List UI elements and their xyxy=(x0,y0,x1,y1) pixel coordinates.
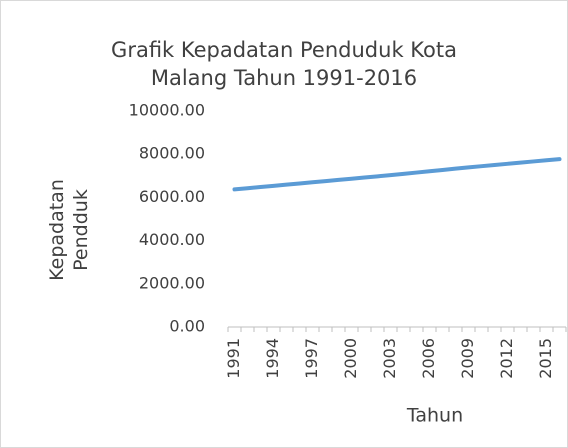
x-tick-label: 2012 xyxy=(497,338,516,379)
y-tick-label: 6000.00 xyxy=(139,187,205,206)
x-tick-label: 2009 xyxy=(458,338,477,379)
y-axis-label: Kepadatan Pendduk xyxy=(46,179,92,281)
y-tick-label: 2000.00 xyxy=(139,273,205,292)
x-tick-label: 1991 xyxy=(224,338,243,379)
y-tick-label: 8000.00 xyxy=(139,144,205,163)
x-axis-label: Tahun xyxy=(406,405,463,427)
x-tick-label: 2015 xyxy=(536,338,555,379)
x-tick-label: 2003 xyxy=(380,338,399,379)
x-tick-label: 1994 xyxy=(263,338,282,379)
chart-title: Grafik Kepadatan Penduduk Kota Malang Ta… xyxy=(111,38,457,90)
y-tick-label: 10000.00 xyxy=(129,101,205,120)
y-tick-label: 0.00 xyxy=(169,317,205,336)
x-tick-label: 1997 xyxy=(302,338,321,379)
x-tick-label: 2006 xyxy=(419,338,438,379)
line-series xyxy=(232,157,562,192)
y-tick-label: 4000.00 xyxy=(139,230,205,249)
x-tick-label: 2000 xyxy=(341,338,360,379)
